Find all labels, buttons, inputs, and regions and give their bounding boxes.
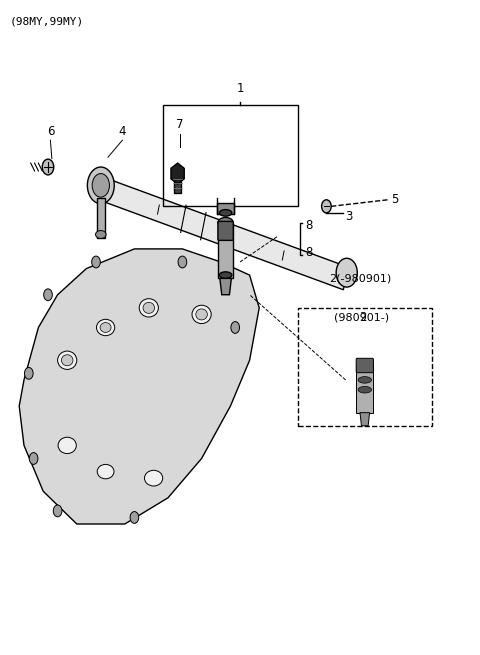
Text: 4: 4 bbox=[119, 124, 126, 138]
Circle shape bbox=[42, 159, 54, 175]
Circle shape bbox=[336, 258, 357, 287]
Ellipse shape bbox=[139, 299, 158, 317]
Ellipse shape bbox=[219, 272, 232, 278]
FancyBboxPatch shape bbox=[218, 221, 233, 240]
Polygon shape bbox=[94, 176, 348, 290]
Ellipse shape bbox=[192, 305, 211, 324]
Text: 2(-980901): 2(-980901) bbox=[329, 273, 391, 284]
Text: 8: 8 bbox=[305, 246, 312, 259]
Circle shape bbox=[130, 512, 139, 523]
Circle shape bbox=[322, 200, 331, 213]
Ellipse shape bbox=[96, 231, 106, 238]
Circle shape bbox=[29, 453, 38, 464]
Ellipse shape bbox=[143, 303, 155, 313]
Text: 2: 2 bbox=[359, 311, 366, 324]
Ellipse shape bbox=[61, 355, 73, 365]
Ellipse shape bbox=[358, 377, 372, 383]
Bar bbox=[356, 364, 373, 413]
Circle shape bbox=[87, 167, 114, 204]
Ellipse shape bbox=[97, 464, 114, 479]
Circle shape bbox=[44, 289, 52, 301]
Bar bbox=[97, 198, 105, 238]
FancyBboxPatch shape bbox=[356, 358, 373, 373]
Circle shape bbox=[24, 367, 33, 379]
Ellipse shape bbox=[219, 210, 232, 216]
Ellipse shape bbox=[100, 322, 111, 333]
Circle shape bbox=[92, 256, 100, 268]
Text: 6: 6 bbox=[47, 124, 54, 138]
Ellipse shape bbox=[196, 309, 207, 320]
Bar bbox=[174, 177, 181, 193]
Polygon shape bbox=[220, 278, 231, 295]
Bar bbox=[217, 203, 234, 214]
Circle shape bbox=[231, 322, 240, 333]
Text: 5: 5 bbox=[391, 193, 398, 206]
Ellipse shape bbox=[58, 438, 76, 453]
Ellipse shape bbox=[218, 217, 233, 228]
Ellipse shape bbox=[144, 470, 163, 486]
Circle shape bbox=[178, 256, 187, 268]
Ellipse shape bbox=[358, 386, 372, 393]
Text: 7: 7 bbox=[176, 118, 184, 131]
Bar bbox=[218, 223, 233, 278]
Ellipse shape bbox=[96, 320, 115, 335]
Polygon shape bbox=[171, 163, 184, 184]
Circle shape bbox=[53, 505, 62, 517]
Text: 1: 1 bbox=[236, 82, 244, 95]
Polygon shape bbox=[360, 413, 370, 426]
Ellipse shape bbox=[58, 351, 77, 369]
Polygon shape bbox=[19, 249, 259, 524]
Text: 8: 8 bbox=[305, 219, 312, 233]
Bar bbox=[163, 105, 298, 206]
Text: (98MY,99MY): (98MY,99MY) bbox=[10, 16, 84, 26]
Circle shape bbox=[92, 174, 109, 197]
Text: 3: 3 bbox=[346, 210, 353, 223]
Text: (980901-): (980901-) bbox=[334, 312, 389, 323]
